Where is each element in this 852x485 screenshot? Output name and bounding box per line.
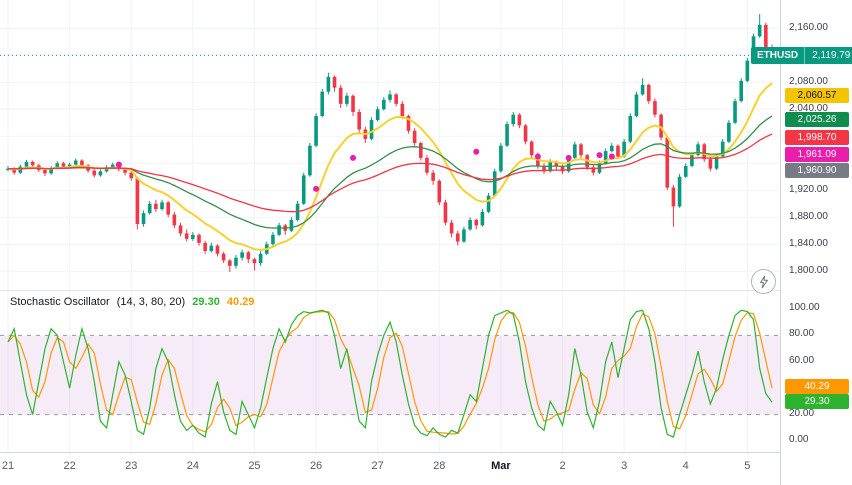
time-label: 4 xyxy=(682,460,689,472)
stoch-chart-svg xyxy=(0,291,780,452)
indicator-d-value: 40.29 xyxy=(226,296,255,308)
stoch-k-line xyxy=(7,309,773,438)
stoch-tick: 80.00 xyxy=(789,328,815,340)
stoch-band xyxy=(0,335,780,415)
stoch-tick: 100.00 xyxy=(789,302,820,313)
price-tick: 1,880.00 xyxy=(789,211,828,223)
candles xyxy=(6,14,774,272)
time-label: 22 xyxy=(63,460,76,472)
time-label: 25 xyxy=(248,460,261,472)
stoch-badge: 40.29 xyxy=(785,379,849,395)
time-label: 26 xyxy=(309,460,323,472)
ma-mid-green xyxy=(7,115,773,229)
price-tick: 1,920.00 xyxy=(789,184,828,196)
time-label: 2 xyxy=(559,460,566,472)
stoch-badge: 29.30 xyxy=(785,393,849,409)
symbol-price-badge[interactable]: ETHUSD 2,119.79 xyxy=(751,46,852,64)
symbol-label: ETHUSD xyxy=(751,46,806,64)
time-label: 24 xyxy=(186,460,199,472)
indicator-params: (14, 3, 80, 20) xyxy=(116,296,186,308)
stoch-pane[interactable]: Stochastic Oscillator (14, 3, 80, 20) 29… xyxy=(0,290,780,452)
time-label: 5 xyxy=(744,460,751,472)
price-axis[interactable]: ETHUSD 2,119.79 2,160.00 2,080.00 2,040.00… xyxy=(751,0,852,485)
pivot-markers xyxy=(115,148,615,192)
price-tick: 2,040.00 xyxy=(789,103,828,115)
time-label: 21 xyxy=(1,460,15,472)
stoch-grid xyxy=(7,291,748,452)
time-label: Mar xyxy=(491,460,511,472)
time-label: 23 xyxy=(125,460,138,472)
time-axis[interactable]: 21 22 23 24 25 26 27 28 Mar 2 3 4 5 xyxy=(0,452,780,485)
price-chart-svg xyxy=(0,0,780,290)
last-price-label: 2,119.79 xyxy=(812,49,851,61)
stoch-tick: 20.00 xyxy=(789,407,815,419)
indicator-title: Stochastic Oscillator xyxy=(10,296,110,308)
price-tick: 1,840.00 xyxy=(789,238,828,250)
time-label: 3 xyxy=(621,460,628,472)
price-badge: 2,025.26 xyxy=(785,111,849,127)
price-grid xyxy=(0,0,780,290)
time-label: 28 xyxy=(433,460,446,472)
stoch-tick: 60.00 xyxy=(789,354,815,366)
stoch-tick: 0.00 xyxy=(789,434,809,445)
price-tick: 2,160.00 xyxy=(789,22,828,34)
price-pane[interactable] xyxy=(0,0,780,290)
price-badge: 2,060.57 xyxy=(785,87,849,103)
price-badge: 1,998.70 xyxy=(785,129,849,145)
lightning-icon xyxy=(759,275,768,288)
price-badge: 1,961.09 xyxy=(785,147,849,162)
price-badge: 1,960.90 xyxy=(785,163,849,179)
price-tick: 2,080.00 xyxy=(789,76,828,88)
lightning-button[interactable] xyxy=(751,269,776,294)
ma-fast-yellow xyxy=(7,82,773,251)
indicator-legend[interactable]: Stochastic Oscillator (14, 3, 80, 20) 29… xyxy=(10,296,258,308)
ma-slow-red xyxy=(7,133,773,213)
time-label: 27 xyxy=(371,460,384,472)
indicator-k-value: 29.30 xyxy=(192,296,220,308)
price-tick: 1,800.00 xyxy=(789,265,828,277)
